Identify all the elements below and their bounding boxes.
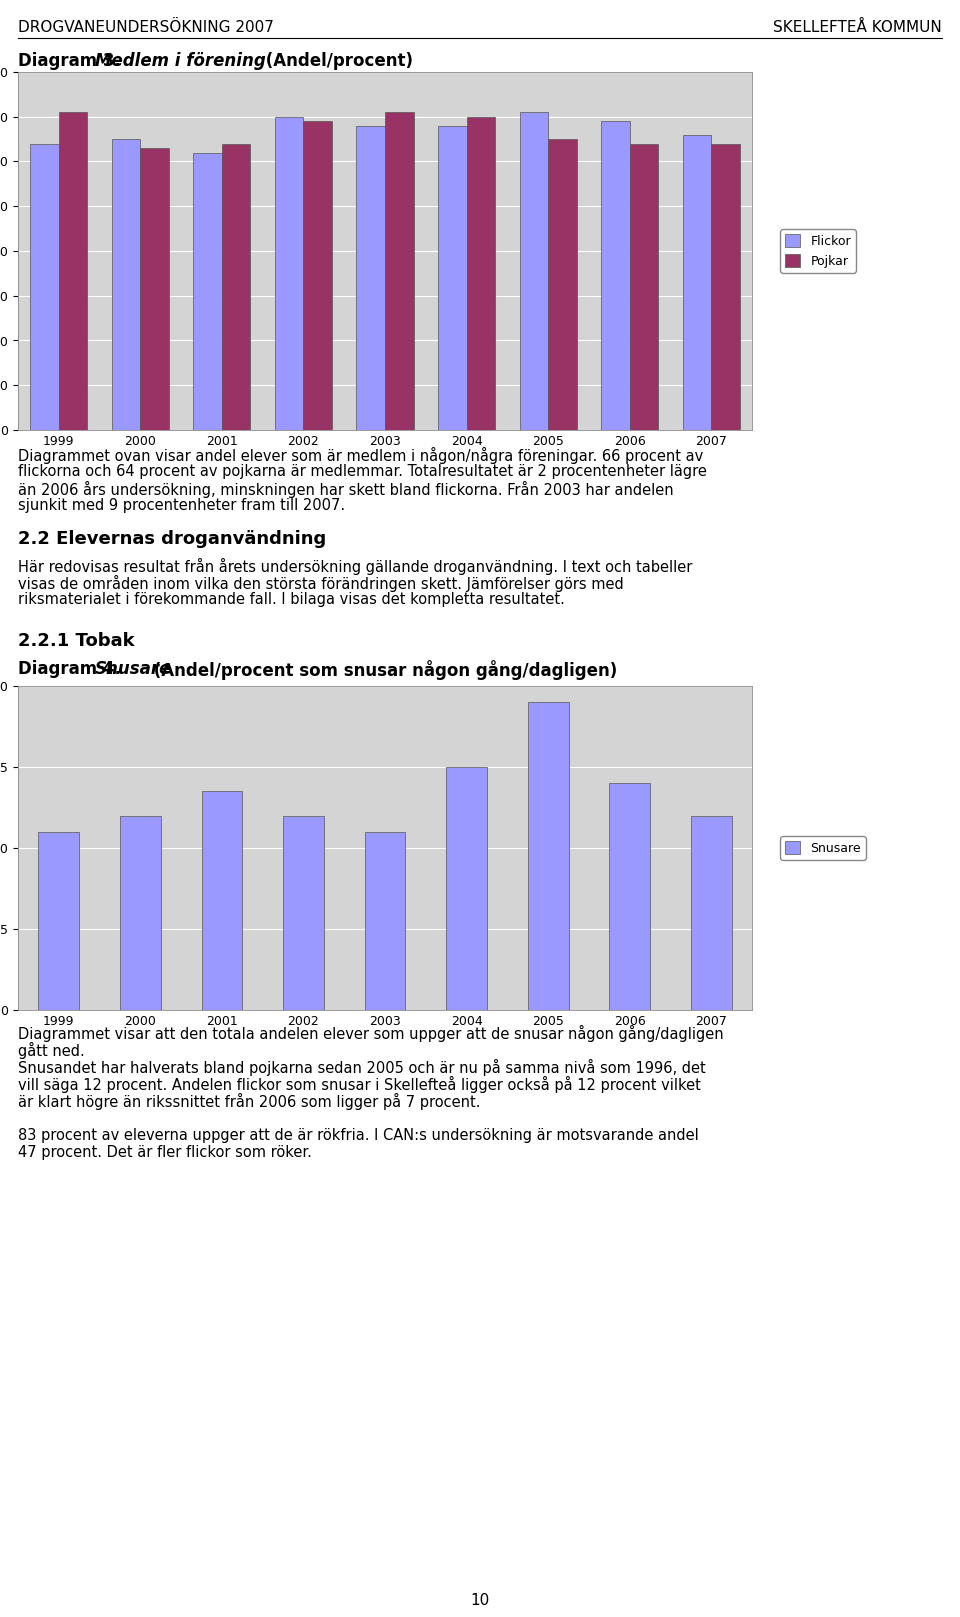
Text: Diagram 3.: Diagram 3. — [18, 52, 127, 70]
Text: Diagrammet ovan visar andel elever som är medlem i någon/några föreningar. 66 pr: Diagrammet ovan visar andel elever som ä… — [18, 446, 704, 464]
Bar — [356, 126, 385, 430]
Bar — [446, 766, 487, 1011]
Bar — [59, 112, 87, 430]
Bar — [610, 783, 650, 1011]
Text: (Andel/procent som snusar någon gång/dagligen): (Andel/procent som snusar någon gång/dag… — [148, 660, 617, 681]
Bar — [303, 121, 332, 430]
Text: SKELLEFTEÅ KOMMUN: SKELLEFTEÅ KOMMUN — [773, 19, 942, 36]
Text: Diagram 4.: Diagram 4. — [18, 660, 127, 678]
Bar — [467, 116, 495, 430]
Bar — [140, 149, 169, 430]
Text: 83 procent av eleverna uppger att de är rökfria. I CAN:s undersökning är motsvar: 83 procent av eleverna uppger att de är … — [18, 1129, 699, 1143]
Text: gått ned.: gått ned. — [18, 1041, 84, 1059]
Text: sjunkit med 9 procentenheter fram till 2007.: sjunkit med 9 procentenheter fram till 2… — [18, 498, 346, 513]
Text: Diagrammet visar att den totala andelen elever som uppger att de snusar någon gå: Diagrammet visar att den totala andelen … — [18, 1025, 724, 1041]
Bar — [691, 815, 732, 1011]
Text: DROGVANEUNDERSÖKNING 2007: DROGVANEUNDERSÖKNING 2007 — [18, 19, 274, 36]
Bar — [111, 139, 140, 430]
Bar — [38, 831, 79, 1011]
Text: 2.2.1 Tobak: 2.2.1 Tobak — [18, 632, 134, 650]
Text: riksmaterialet i förekommande fall. I bilaga visas det kompletta resultatet.: riksmaterialet i förekommande fall. I bi… — [18, 592, 564, 606]
Text: 2.2 Elevernas droganvändning: 2.2 Elevernas droganvändning — [18, 530, 326, 548]
Bar — [202, 791, 242, 1011]
Bar — [283, 815, 324, 1011]
Bar — [30, 144, 59, 430]
Bar — [275, 116, 303, 430]
Text: flickorna och 64 procent av pojkarna är medlemmar. Totalresultatet är 2 procente: flickorna och 64 procent av pojkarna är … — [18, 464, 707, 479]
Bar — [548, 139, 577, 430]
Bar — [528, 702, 568, 1011]
Text: 10: 10 — [470, 1593, 490, 1607]
Bar — [711, 144, 740, 430]
Bar — [385, 112, 414, 430]
Legend: Flickor, Pojkar: Flickor, Pojkar — [780, 230, 856, 273]
Bar — [519, 112, 548, 430]
Bar — [120, 815, 160, 1011]
Bar — [222, 144, 251, 430]
Text: Snusandet har halverats bland pojkarna sedan 2005 och är nu på samma nivå som 19: Snusandet har halverats bland pojkarna s… — [18, 1059, 706, 1075]
Text: vill säga 12 procent. Andelen flickor som snusar i Skellefteå ligger också på 12: vill säga 12 procent. Andelen flickor so… — [18, 1075, 701, 1093]
Text: 47 procent. Det är fler flickor som röker.: 47 procent. Det är fler flickor som röke… — [18, 1145, 312, 1159]
Bar — [630, 144, 659, 430]
Legend: Snusare: Snusare — [780, 836, 866, 860]
Text: (Andel/procent): (Andel/procent) — [260, 52, 413, 70]
Bar — [601, 121, 630, 430]
Bar — [683, 134, 711, 430]
Text: än 2006 års undersökning, minskningen har skett bland flickorna. Från 2003 har a: än 2006 års undersökning, minskningen ha… — [18, 480, 674, 498]
Text: visas de områden inom vilka den största förändringen skett. Jämförelser görs med: visas de områden inom vilka den största … — [18, 576, 624, 592]
Text: Här redovisas resultat från årets undersökning gällande droganvändning. I text o: Här redovisas resultat från årets unders… — [18, 558, 692, 576]
Bar — [438, 126, 467, 430]
Bar — [365, 831, 405, 1011]
Text: Medlem i förening: Medlem i förening — [95, 52, 266, 70]
Bar — [193, 152, 222, 430]
Text: är klart högre än rikssnittet från 2006 som ligger på 7 procent.: är klart högre än rikssnittet från 2006 … — [18, 1093, 481, 1109]
Text: Snusare: Snusare — [95, 660, 172, 678]
